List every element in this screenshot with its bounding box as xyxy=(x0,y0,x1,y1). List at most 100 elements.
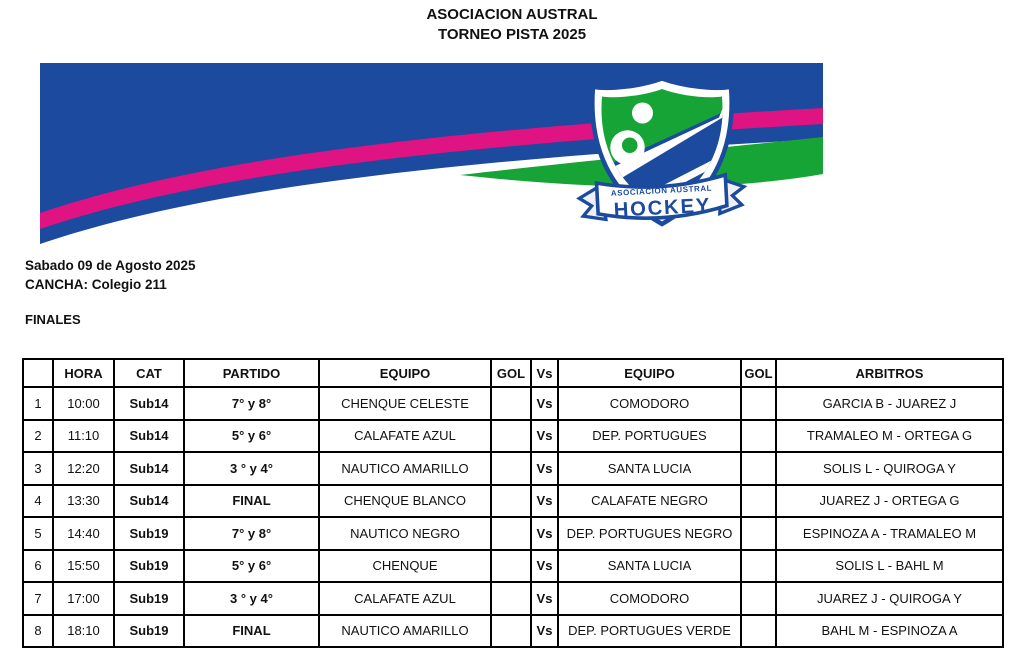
table-header-row: HORA CAT PARTIDO EQUIPO GOL Vs EQUIPO GOL ARBITR… xyxy=(22,358,1004,388)
cell-equipo2: SANTA LUCIA xyxy=(557,548,742,583)
cell-partido: FINAL xyxy=(183,483,320,518)
column-header: GOL xyxy=(490,358,532,388)
cell-cat: Sub19 xyxy=(113,581,185,616)
cell-gol1 xyxy=(490,451,532,486)
cell-equipo1: NAUTICO NEGRO xyxy=(318,516,492,551)
cell-equipo2: DEP. PORTUGUES xyxy=(557,418,742,453)
table-row: 3 12:20 Sub14 3 ° y 4° NAUTICO AMARILLO Vs SAN… xyxy=(22,451,1004,486)
cell-cat: Sub19 xyxy=(113,548,185,583)
column-header xyxy=(22,358,54,388)
cell-equipo2: COMODORO xyxy=(557,581,742,616)
cell-arbitros: SOLIS L - QUIROGA Y xyxy=(775,451,1004,486)
cell-partido: 3 ° y 4° xyxy=(183,581,320,616)
cell-num: 5 xyxy=(22,516,54,551)
hockey-shield-icon: ASOCIACIÓN AUSTRAL HOCKEY xyxy=(576,76,748,227)
cell-gol1 xyxy=(490,516,532,551)
cell-gol1 xyxy=(490,613,532,648)
cell-gol1 xyxy=(490,581,532,616)
column-header: EQUIPO xyxy=(318,358,492,388)
cell-hora: 18:10 xyxy=(52,613,115,648)
cell-gol1 xyxy=(490,386,532,421)
cell-arbitros: JUAREZ J - ORTEGA G xyxy=(775,483,1004,518)
table-row: 5 14:40 Sub19 7° y 8° NAUTICO NEGRO Vs DEP. PO… xyxy=(22,516,1004,551)
cell-num: 7 xyxy=(22,581,54,616)
cell-gol2 xyxy=(740,386,777,421)
cell-arbitros: GARCIA B - JUAREZ J xyxy=(775,386,1004,421)
cell-num: 6 xyxy=(22,548,54,583)
cell-vs: Vs xyxy=(530,418,559,453)
cell-gol2 xyxy=(740,581,777,616)
cell-partido: 7° y 8° xyxy=(183,386,320,421)
cell-equipo1: CALAFATE AZUL xyxy=(318,418,492,453)
cell-gol2 xyxy=(740,548,777,583)
cell-vs: Vs xyxy=(530,548,559,583)
cell-hora: 12:20 xyxy=(52,451,115,486)
cell-partido: 5° y 6° xyxy=(183,418,320,453)
cell-gol1 xyxy=(490,483,532,518)
cell-gol2 xyxy=(740,613,777,648)
cell-vs: Vs xyxy=(530,483,559,518)
column-header: Vs xyxy=(530,358,559,388)
cell-cat: Sub14 xyxy=(113,418,185,453)
cell-num: 1 xyxy=(22,386,54,421)
cell-gol1 xyxy=(490,418,532,453)
cell-equipo1: CALAFATE AZUL xyxy=(318,581,492,616)
cell-num: 8 xyxy=(22,613,54,648)
cell-hora: 13:30 xyxy=(52,483,115,518)
table-row: 1 10:00 Sub14 7° y 8° CHENQUE CELESTE Vs COMOD… xyxy=(22,386,1004,421)
section-title: FINALES xyxy=(25,312,81,327)
cell-hora: 10:00 xyxy=(52,386,115,421)
column-header: HORA xyxy=(52,358,115,388)
cell-gol1 xyxy=(490,548,532,583)
cell-vs: Vs xyxy=(530,386,559,421)
logo-ribbon: ASOCIACIÓN AUSTRAL HOCKEY xyxy=(576,172,748,222)
cell-arbitros: SOLIS L - BAHL M xyxy=(775,548,1004,583)
cell-equipo1: CHENQUE BLANCO xyxy=(318,483,492,518)
cell-arbitros: TRAMALEO M - ORTEGA G xyxy=(775,418,1004,453)
cell-gol2 xyxy=(740,483,777,518)
cell-equipo2: DEP. PORTUGUES NEGRO xyxy=(557,516,742,551)
column-header: CAT xyxy=(113,358,185,388)
cell-cat: Sub19 xyxy=(113,613,185,648)
cell-arbitros: BAHL M - ESPINOZA A xyxy=(775,613,1004,648)
cell-partido: 5° y 6° xyxy=(183,548,320,583)
schedule-table: HORA CAT PARTIDO EQUIPO GOL Vs EQUIPO GOL ARBITR… xyxy=(22,358,1004,648)
event-venue: CANCHA: Colegio 211 xyxy=(25,276,167,292)
cell-partido: 3 ° y 4° xyxy=(183,451,320,486)
cell-cat: Sub14 xyxy=(113,451,185,486)
cell-vs: Vs xyxy=(530,451,559,486)
table-row: 7 17:00 Sub19 3 ° y 4° CALAFATE AZUL Vs COMODO… xyxy=(22,581,1004,616)
cell-equipo1: CHENQUE CELESTE xyxy=(318,386,492,421)
cell-num: 4 xyxy=(22,483,54,518)
title-line2: TORNEO PISTA 2025 xyxy=(437,26,587,43)
cell-equipo2: CALAFATE NEGRO xyxy=(557,483,742,518)
event-date: Sabado 09 de Agosto 2025 xyxy=(25,258,196,273)
cell-cat: Sub14 xyxy=(113,386,185,421)
event-info: Sabado 09 de Agosto 2025 CANCHA: Colegio… xyxy=(25,257,196,294)
cell-num: 3 xyxy=(22,451,54,486)
cell-hora: 17:00 xyxy=(52,581,115,616)
cell-hora: 14:40 xyxy=(52,516,115,551)
table-row: 6 15:50 Sub19 5° y 6° CHENQUE Vs SANTA LUCIA SO… xyxy=(22,548,1004,583)
column-header: PARTIDO xyxy=(183,358,320,388)
cell-num: 2 xyxy=(22,418,54,453)
hockey-logo: ASOCIACIÓN AUSTRAL HOCKEY xyxy=(571,74,753,236)
column-header: GOL xyxy=(740,358,777,388)
cell-partido: FINAL xyxy=(183,613,320,648)
cell-vs: Vs xyxy=(530,581,559,616)
page-title: ASOCIACION AUSTRAL TORNEO PISTA 2025 xyxy=(0,5,1024,45)
table-row: 8 18:10 Sub19 FINAL NAUTICO AMARILLO Vs DEP. P… xyxy=(22,613,1004,648)
cell-equipo1: NAUTICO AMARILLO xyxy=(318,451,492,486)
cell-partido: 7° y 8° xyxy=(183,516,320,551)
cell-hora: 11:10 xyxy=(52,418,115,453)
cell-gol2 xyxy=(740,418,777,453)
cell-equipo2: SANTA LUCIA xyxy=(557,451,742,486)
table-row: 4 13:30 Sub14 FINAL CHENQUE BLANCO Vs CALAFATE… xyxy=(22,483,1004,518)
cell-equipo1: CHENQUE xyxy=(318,548,492,583)
logo-text-hockey: HOCKEY xyxy=(613,195,711,222)
table-row: 2 11:10 Sub14 5° y 6° CALAFATE AZUL Vs DEP. PO… xyxy=(22,418,1004,453)
cell-vs: Vs xyxy=(530,613,559,648)
cell-gol2 xyxy=(740,516,777,551)
cell-cat: Sub19 xyxy=(113,516,185,551)
cell-vs: Vs xyxy=(530,516,559,551)
